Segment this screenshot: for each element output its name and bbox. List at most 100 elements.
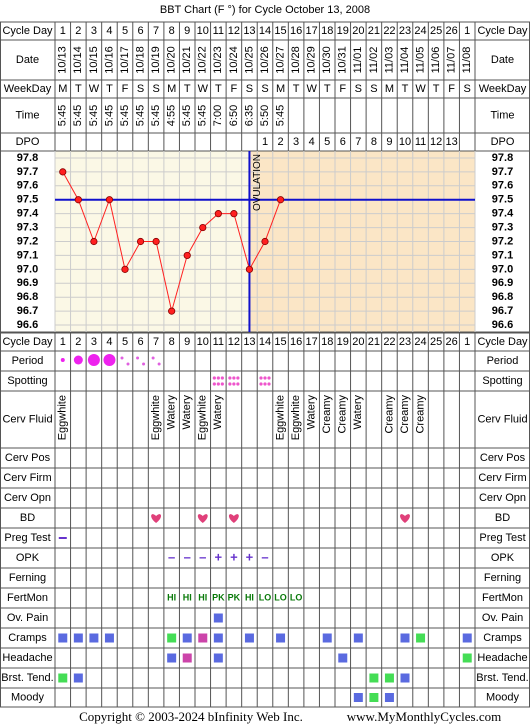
temp-point — [74, 196, 82, 204]
time-label: 5:45 — [150, 105, 162, 126]
cycle_day-label: 5 — [122, 336, 128, 348]
row-label: Moody — [486, 691, 520, 703]
date-label: 11/07 — [446, 47, 458, 74]
spot-icon — [157, 362, 161, 366]
row-label: Cerv Pos — [480, 452, 526, 464]
cycle_day-label: 18 — [321, 25, 333, 37]
spotting-icon — [228, 376, 232, 380]
dpo-label: 8 — [371, 136, 377, 148]
cramps-icon — [353, 633, 363, 643]
period-icon — [73, 355, 83, 365]
date-label: 11/08 — [461, 47, 473, 74]
cramps-icon — [73, 633, 83, 643]
temp-point — [183, 251, 191, 260]
spotting-icon — [267, 376, 271, 380]
date-label: 10/24 — [228, 46, 240, 74]
row-label: Preg Test — [479, 532, 525, 544]
cerv-fluid-label: Watery — [306, 395, 318, 430]
row-label: Brst. Tend. — [1, 672, 53, 684]
cerv-fluid-label: Watery — [166, 395, 178, 430]
weekday-label: S — [137, 83, 144, 95]
temp-point — [214, 210, 222, 218]
spotting-icon — [263, 376, 267, 380]
bd-heart — [400, 514, 410, 523]
opk-label: – — [199, 549, 206, 564]
weekday-label: F — [448, 83, 455, 95]
y-tick-label: 97.8 — [17, 152, 38, 164]
y-tick-label: 97.4 — [492, 208, 514, 220]
y-tick-label: 97.0 — [492, 263, 513, 275]
dpo-label: 5 — [324, 136, 330, 148]
copyright: Copyright © 2003-2024 bInfinity Web Inc. — [79, 709, 303, 724]
dpo-label: 9 — [386, 136, 392, 148]
cramps-icon — [400, 633, 410, 643]
weekday-label: S — [152, 83, 159, 95]
cerv-fluid-label: Watery — [181, 395, 193, 430]
cerv-fluid-label: Creamy — [414, 395, 426, 434]
spotting-icon — [220, 376, 224, 380]
cerv-fluid-label: Creamy — [383, 395, 395, 434]
opk-label: – — [184, 549, 191, 564]
cramps-icon — [462, 633, 472, 643]
y-tick-label: 96.8 — [492, 291, 513, 303]
row-label: Cramps — [483, 632, 522, 644]
weekday-label: T — [324, 83, 331, 95]
cerv-fluid-label: Eggwhite — [274, 395, 286, 440]
cycle_day-label: 8 — [169, 336, 175, 348]
row-label: Date — [491, 54, 514, 66]
weekday-label: M — [385, 83, 394, 95]
spotting-icon — [263, 382, 267, 386]
cycle_day-label: 12 — [228, 336, 240, 348]
y-tick-label: 97.7 — [492, 166, 513, 178]
temp-point — [199, 223, 207, 232]
cycle_day-label: 15 — [274, 25, 286, 37]
row-label: BD — [495, 512, 510, 524]
row-label: FertMon — [482, 592, 523, 604]
bd-heart — [151, 514, 162, 523]
row-label: Cerv Firm — [478, 472, 526, 484]
weekday-label: W — [89, 83, 100, 95]
cycle_day-label: 17 — [306, 336, 318, 348]
time-label: 5:45 — [103, 105, 115, 126]
y-tick-label: 96.9 — [17, 277, 38, 289]
temp-point — [276, 196, 285, 204]
dpo-label: 4 — [309, 136, 315, 148]
time-label: 4:55 — [166, 105, 178, 126]
weekday-label: S — [355, 83, 362, 95]
cycle_day-label: 25 — [430, 25, 442, 37]
cramps-icon — [198, 633, 208, 643]
y-tick-label: 97.0 — [17, 263, 38, 275]
y-tick-label: 96.7 — [17, 305, 38, 317]
row-label: BD — [20, 512, 35, 524]
time-label: 5:45 — [88, 105, 100, 126]
y-tick-label: 97.2 — [492, 235, 513, 247]
weekday-label: S — [370, 83, 377, 95]
fertmon-label: PK — [212, 592, 225, 602]
y-tick-label: 97.3 — [17, 221, 38, 233]
weekday-label: W — [198, 83, 209, 95]
cramps-icon — [182, 633, 192, 643]
cycle_day-label: 1 — [464, 336, 470, 348]
cycle_day-label: 26 — [446, 336, 458, 348]
dpo-label: 6 — [340, 136, 346, 148]
date-label: 10/17 — [119, 46, 131, 74]
row-label: Moody — [11, 691, 45, 703]
row-label: Cycle Day — [477, 25, 528, 37]
cycle_day-label: 2 — [75, 336, 81, 348]
cycle_day-label: 19 — [337, 25, 349, 37]
cycle_day-label: 16 — [290, 25, 302, 37]
temp-point — [121, 265, 129, 273]
cycle_day-label: 6 — [137, 336, 143, 348]
cycle_day-label: 23 — [399, 336, 411, 348]
date-label: 10/13 — [57, 46, 69, 74]
date-label: 10/23 — [212, 46, 224, 74]
spotting-icon — [228, 382, 232, 386]
dpo-label: 2 — [277, 136, 283, 148]
cycle_day-label: 10 — [197, 336, 209, 348]
spotting-icon — [216, 382, 220, 386]
spotting-icon — [232, 376, 236, 380]
y-tick-label: 97.1 — [17, 249, 38, 261]
headache-icon — [167, 653, 177, 663]
weekday-label: F — [339, 83, 346, 95]
